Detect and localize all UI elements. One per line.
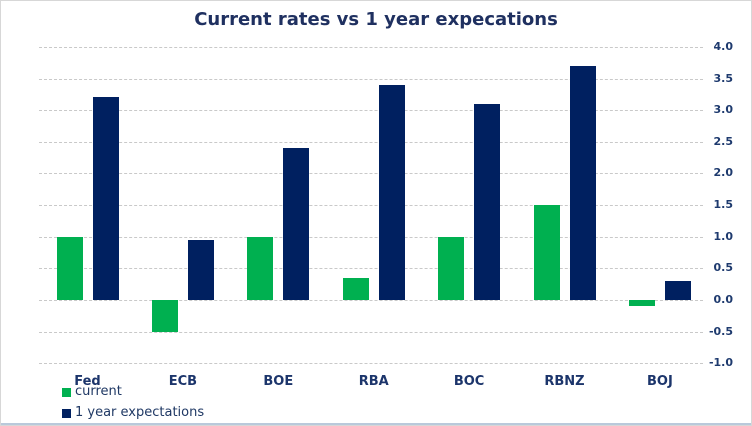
legend-swatch-icon	[62, 408, 71, 418]
x-axis-label-rba: RBA	[358, 374, 389, 389]
x-axis-label-fed: Fed	[74, 374, 101, 389]
bar-1-year-expectations-ecb	[187, 239, 214, 300]
gridline	[39, 363, 703, 365]
x-axis-label-boe: BOE	[263, 374, 294, 389]
gridline	[39, 110, 703, 112]
bar-current-boe	[247, 236, 274, 300]
x-axis-label-ecb: ECB	[168, 374, 198, 389]
y-axis-tick-label: 3.0	[713, 103, 734, 117]
bottom-border-line	[1, 423, 751, 425]
bar-current-ecb	[151, 300, 178, 332]
bar-current-fed	[56, 236, 83, 300]
y-axis-tick-label: 1.0	[713, 229, 734, 243]
bar-1-year-expectations-rba	[378, 84, 405, 300]
bar-current-rbnz	[533, 205, 560, 300]
y-axis-tick-label: 4.0	[713, 39, 734, 53]
gridline	[39, 141, 703, 143]
legend-label: current	[75, 384, 122, 399]
bar-1-year-expectations-boc	[474, 103, 501, 300]
legend-item-current: current	[62, 385, 122, 399]
chart-title: Current rates vs 1 year expecations	[194, 9, 558, 30]
y-axis-tick-label: -1.0	[708, 356, 733, 370]
bar-1-year-expectations-fed	[92, 97, 119, 300]
bar-1-year-expectations-boe	[283, 148, 310, 300]
bar-current-boj	[628, 300, 655, 307]
bar-1-year-expectations-boj	[664, 281, 691, 300]
bar-1-year-expectations-rbnz	[569, 65, 596, 300]
y-axis-tick-label: 1.5	[713, 198, 734, 212]
bar-current-boc	[438, 236, 465, 300]
gridline	[39, 300, 703, 301]
y-axis-tick-label: 0.5	[713, 261, 734, 275]
legend-label: 1 year expectations	[75, 405, 205, 420]
legend-swatch-icon	[62, 387, 71, 397]
legend-item-1-year-expectations: 1 year expectations	[62, 406, 204, 420]
y-axis-tick-label: -0.5	[708, 324, 733, 338]
gridline	[39, 46, 703, 48]
x-axis-label-boc: BOC	[453, 374, 485, 389]
gridline	[39, 205, 703, 207]
x-axis-label-rbnz: RBNZ	[544, 374, 585, 389]
gridline	[39, 268, 703, 270]
gridline	[39, 331, 703, 333]
gridline	[39, 173, 703, 175]
y-axis-tick-label: 2.5	[713, 134, 734, 148]
y-axis-tick-label: 0.0	[713, 293, 734, 306]
bar-current-rba	[342, 277, 369, 300]
y-axis-tick-label: 2.0	[713, 166, 734, 180]
x-axis-label-boj: BOJ	[646, 374, 673, 389]
y-axis-tick-label: 3.5	[713, 71, 734, 85]
gridline	[39, 78, 703, 80]
gridline	[39, 236, 703, 238]
